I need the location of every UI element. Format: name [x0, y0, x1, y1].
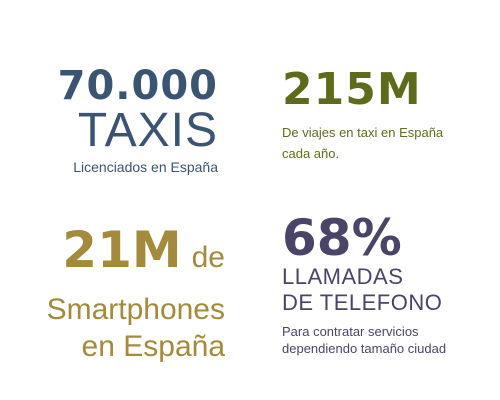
calls-number: 68% [282, 209, 402, 267]
smartphones-line3: en España [81, 330, 225, 363]
smartphones-number: 21M [62, 221, 182, 279]
taxis-number: 70.000 [57, 63, 218, 109]
stat-smartphones: 21M de Smartphones en España [47, 222, 225, 365]
taxis-word: TAXIS [77, 104, 218, 157]
smartphones-headline: 21M de [47, 222, 225, 291]
smartphones-connector: de [191, 241, 225, 274]
stat-calls: 68% LLAMADAS DE TELEFONO Para contratar … [282, 212, 446, 357]
calls-caption-line1: Para contratar servicios [282, 324, 419, 339]
trips-number: 215M [282, 64, 422, 115]
taxis-caption: Licenciados en España [73, 159, 218, 175]
calls-caption-line2: dependiendo tamaño ciudad [282, 341, 447, 356]
calls-line1: LLAMADAS [282, 264, 404, 289]
stat-taxis: 70.000 TAXIS Licenciados en España [58, 66, 218, 176]
calls-caption: Para contratar servicios dependiendo tam… [282, 323, 446, 357]
calls-line2: DE TELEFONO [282, 290, 443, 315]
trips-caption: De viajes en taxi en España cada año. [282, 125, 444, 161]
smartphones-line2: Smartphones [46, 293, 225, 326]
stat-trips: 215M De viajes en taxi en España cada añ… [282, 66, 472, 164]
